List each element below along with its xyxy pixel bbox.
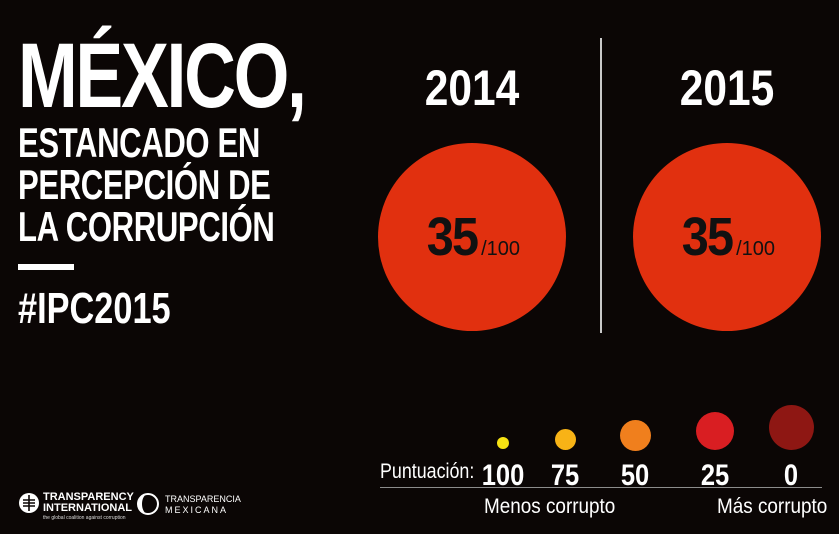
- headline-subtitle-line-3: LA CORRUPCIÓN: [18, 203, 275, 250]
- score-scale-2015: /100: [736, 238, 775, 260]
- headline-title: MÉXICO,: [18, 25, 307, 127]
- scale-title: Puntuación:: [380, 460, 475, 483]
- scale-dot-100: [497, 437, 509, 449]
- score-circle-2015: 35 /100: [633, 143, 821, 331]
- scale-dot-0: [769, 405, 814, 450]
- scale-dot-50: [620, 420, 651, 451]
- ti-logo-tagline: the global coalition against corruption: [43, 515, 126, 521]
- ti-logo-line-2: INTERNATIONAL: [43, 502, 133, 514]
- headline-subtitle-line-1: ESTANCADO EN: [18, 119, 260, 166]
- transparencia-mexicana-logo-icon: [136, 492, 160, 516]
- year-2015-label: 2015: [679, 60, 775, 116]
- score-2014: 35 /100: [424, 206, 520, 268]
- score-scale-2014: /100: [481, 238, 520, 260]
- scale-caption-more-corrupt: Más corrupto: [717, 495, 828, 518]
- scale-value-100: 100: [481, 459, 525, 492]
- scale-dot-75: [555, 429, 576, 450]
- ti-logo-line-1: TRANSPARENCY: [43, 491, 134, 503]
- year-divider: [600, 38, 602, 333]
- scale-value-0: 0: [783, 459, 799, 492]
- transparency-international-logo-icon: [18, 492, 40, 514]
- scale-dot-25: [696, 412, 734, 450]
- scale-value-25: 25: [700, 459, 730, 492]
- scale-caption-less-corrupt: Menos corrupto: [484, 495, 616, 518]
- score-2015: 35 /100: [679, 206, 775, 268]
- tm-logo-line-2: MEXICANA: [165, 505, 229, 515]
- score-value-2014: 35: [426, 207, 479, 267]
- score-value-2015: 35: [681, 207, 734, 267]
- year-2014-label: 2014: [424, 60, 520, 116]
- headline-divider: [18, 264, 74, 270]
- tm-logo-line-1: TRANSPARENCIA: [165, 494, 241, 504]
- hashtag: #IPC2015: [18, 284, 171, 333]
- scale-underline: [380, 487, 822, 488]
- score-circle-2014: 35 /100: [378, 143, 566, 331]
- scale-value-50: 50: [620, 459, 650, 492]
- headline-subtitle-line-2: PERCEPCIÓN DE: [18, 161, 271, 208]
- scale-value-75: 75: [550, 459, 580, 492]
